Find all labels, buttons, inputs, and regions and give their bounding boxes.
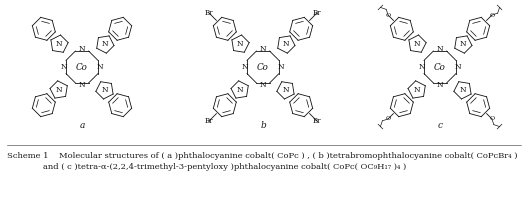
Text: and ( c )tetra-α-(2,2,4-trimethyl-3-pentyloxy )phthalocyanine cobalt( CoPc( OC₉H: and ( c )tetra-α-(2,2,4-trimethyl-3-pent… [43,163,406,171]
Text: N: N [282,40,289,48]
Text: O: O [489,116,495,121]
Text: b: b [260,121,266,130]
Text: N: N [437,81,444,89]
Text: N: N [282,86,289,94]
Text: N: N [101,40,108,48]
Text: N: N [419,63,426,71]
Text: N: N [414,86,420,94]
Text: N: N [79,45,86,53]
Text: N: N [260,81,266,89]
Text: N: N [414,40,420,48]
Text: Br: Br [313,9,322,17]
Text: N: N [242,63,249,71]
Text: N: N [97,63,103,71]
Text: N: N [56,86,62,94]
Text: Br: Br [204,9,213,17]
Text: N: N [56,40,62,48]
Text: Scheme 1    Molecular structures of ( a )phthalocyanine cobalt( CoPc ) , ( b )te: Scheme 1 Molecular structures of ( a )ph… [7,152,517,160]
Text: N: N [455,63,461,71]
Text: Co: Co [76,62,88,71]
Text: N: N [61,63,68,71]
Text: c: c [438,121,442,130]
Text: N: N [79,81,86,89]
Text: Br: Br [313,117,322,125]
Text: N: N [101,86,108,94]
Text: N: N [278,63,284,71]
Text: O: O [489,13,495,18]
Text: Co: Co [257,62,269,71]
Text: Co: Co [434,62,446,71]
Text: N: N [260,45,266,53]
Text: a: a [79,121,84,130]
Text: N: N [459,86,466,94]
Text: Br: Br [204,117,213,125]
Text: O: O [385,116,391,121]
Text: O: O [385,13,391,18]
Text: N: N [237,40,243,48]
Text: N: N [237,86,243,94]
Text: N: N [437,45,444,53]
Text: N: N [459,40,466,48]
